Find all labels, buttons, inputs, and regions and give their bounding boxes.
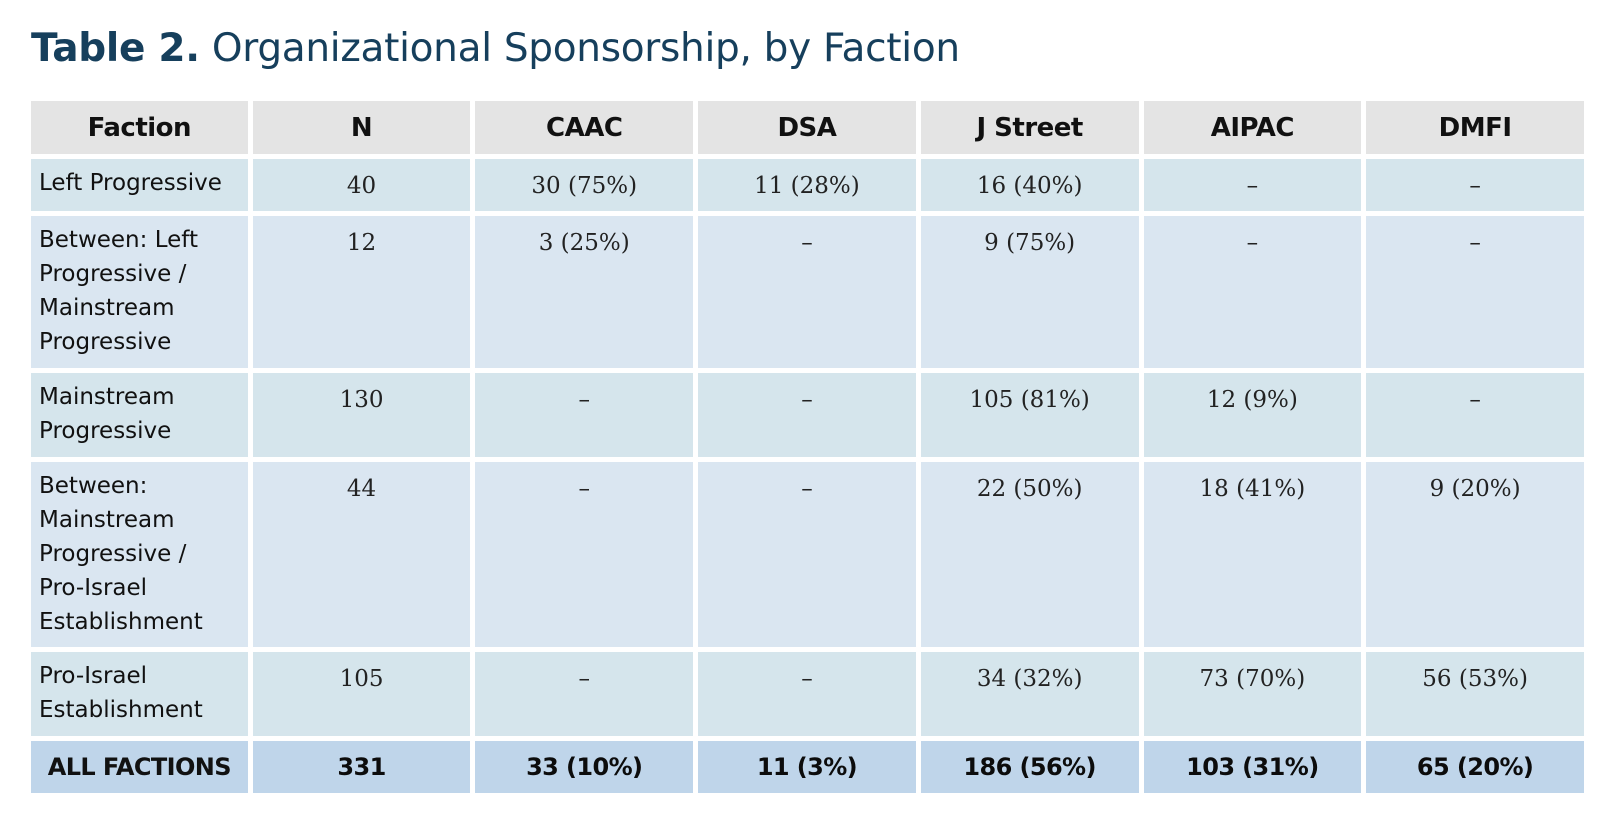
caac-cell: 3 (25%) [470,211,699,373]
table-row: Mainstream Progressive 130 – – 105 (81%)… [26,368,1589,462]
j-street-cell: 16 (40%) [915,154,1144,216]
aipac-cell: – [1138,154,1367,216]
j-street-cell: 22 (50%) [915,457,1144,652]
caac-cell: – [470,368,699,462]
faction-cell: Between: Mainstream Progressive / Pro-Is… [26,457,253,652]
faction-line: Between: Left [39,227,198,253]
total-label-cell: ALL FACTIONS [26,736,253,798]
table-title: Table 2. Organizational Sponsorship, by … [31,26,960,71]
j-street-cell: 34 (32%) [915,647,1144,741]
total-aipac-cell: 103 (31%) [1138,736,1367,798]
faction-line: Progressive / [39,541,187,567]
faction-line: Establishment [39,609,203,635]
total-row: ALL FACTIONS 331 33 (10%) 11 (3%) 186 (5… [26,736,1589,798]
table-caption: Organizational Sponsorship, by Faction [211,26,960,71]
header-cell-caac: CAAC [470,96,699,159]
n-cell: 12 [247,211,476,373]
faction-line: Establishment [39,697,203,723]
dmfi-cell: – [1361,368,1589,462]
caac-cell: 30 (75%) [470,154,699,216]
dsa-cell: – [693,647,921,741]
header-cell-j-street: J Street [915,96,1144,159]
dsa-cell: – [693,211,921,373]
header-cell-faction: Faction [26,96,253,159]
n-cell: 130 [247,368,476,462]
aipac-cell: 18 (41%) [1138,457,1367,652]
faction-line: Pro-Israel [39,663,148,689]
dsa-cell: – [693,368,921,462]
sponsorship-table: Faction N CAAC DSA J Street AIPAC DMFI L… [26,96,1589,798]
faction-line: Progressive / [39,261,187,287]
table-row: Left Progressive 40 30 (75%) 11 (28%) 16… [26,154,1589,216]
total-dmfi-cell: 65 (20%) [1361,736,1589,798]
total-j-street-cell: 186 (56%) [915,736,1144,798]
table-row: Between: Left Progressive / Mainstream P… [26,211,1589,373]
table-number: Table 2. [31,26,200,71]
caac-cell: – [470,457,699,652]
n-cell: 44 [247,457,476,652]
faction-line: Pro-Israel [39,575,148,601]
table-row: Between: Mainstream Progressive / Pro-Is… [26,457,1589,652]
n-cell: 40 [247,154,476,216]
table-row: Pro-Israel Establishment 105 – – 34 (32%… [26,647,1589,741]
caac-cell: – [470,647,699,741]
header-cell-dsa: DSA [693,96,921,159]
faction-line: Mainstream [39,384,175,410]
aipac-cell: – [1138,211,1367,373]
total-caac-cell: 33 (10%) [470,736,699,798]
faction-line: Mainstream [39,507,175,533]
faction-line: Mainstream [39,295,175,321]
dsa-cell: – [693,457,921,652]
aipac-cell: 12 (9%) [1138,368,1367,462]
header-cell-n: N [247,96,476,159]
dmfi-cell: 56 (53%) [1361,647,1589,741]
n-cell: 105 [247,647,476,741]
total-dsa-cell: 11 (3%) [693,736,921,798]
header-row: Faction N CAAC DSA J Street AIPAC DMFI [26,96,1589,159]
faction-cell: Between: Left Progressive / Mainstream P… [26,211,253,373]
aipac-cell: 73 (70%) [1138,647,1367,741]
faction-line: Progressive [39,329,172,355]
faction-cell: Mainstream Progressive [26,368,253,462]
dsa-cell: 11 (28%) [693,154,921,216]
total-n-cell: 331 [247,736,476,798]
faction-cell: Left Progressive [26,154,253,216]
dmfi-cell: – [1361,154,1589,216]
dmfi-cell: 9 (20%) [1361,457,1589,652]
j-street-cell: 9 (75%) [915,211,1144,373]
header-cell-dmfi: DMFI [1361,96,1589,159]
header-cell-aipac: AIPAC [1138,96,1367,159]
faction-line: Left Progressive [39,170,222,196]
faction-line: Progressive [39,418,172,444]
j-street-cell: 105 (81%) [915,368,1144,462]
dmfi-cell: – [1361,211,1589,373]
faction-cell: Pro-Israel Establishment [26,647,253,741]
faction-line: Between: [39,473,148,499]
